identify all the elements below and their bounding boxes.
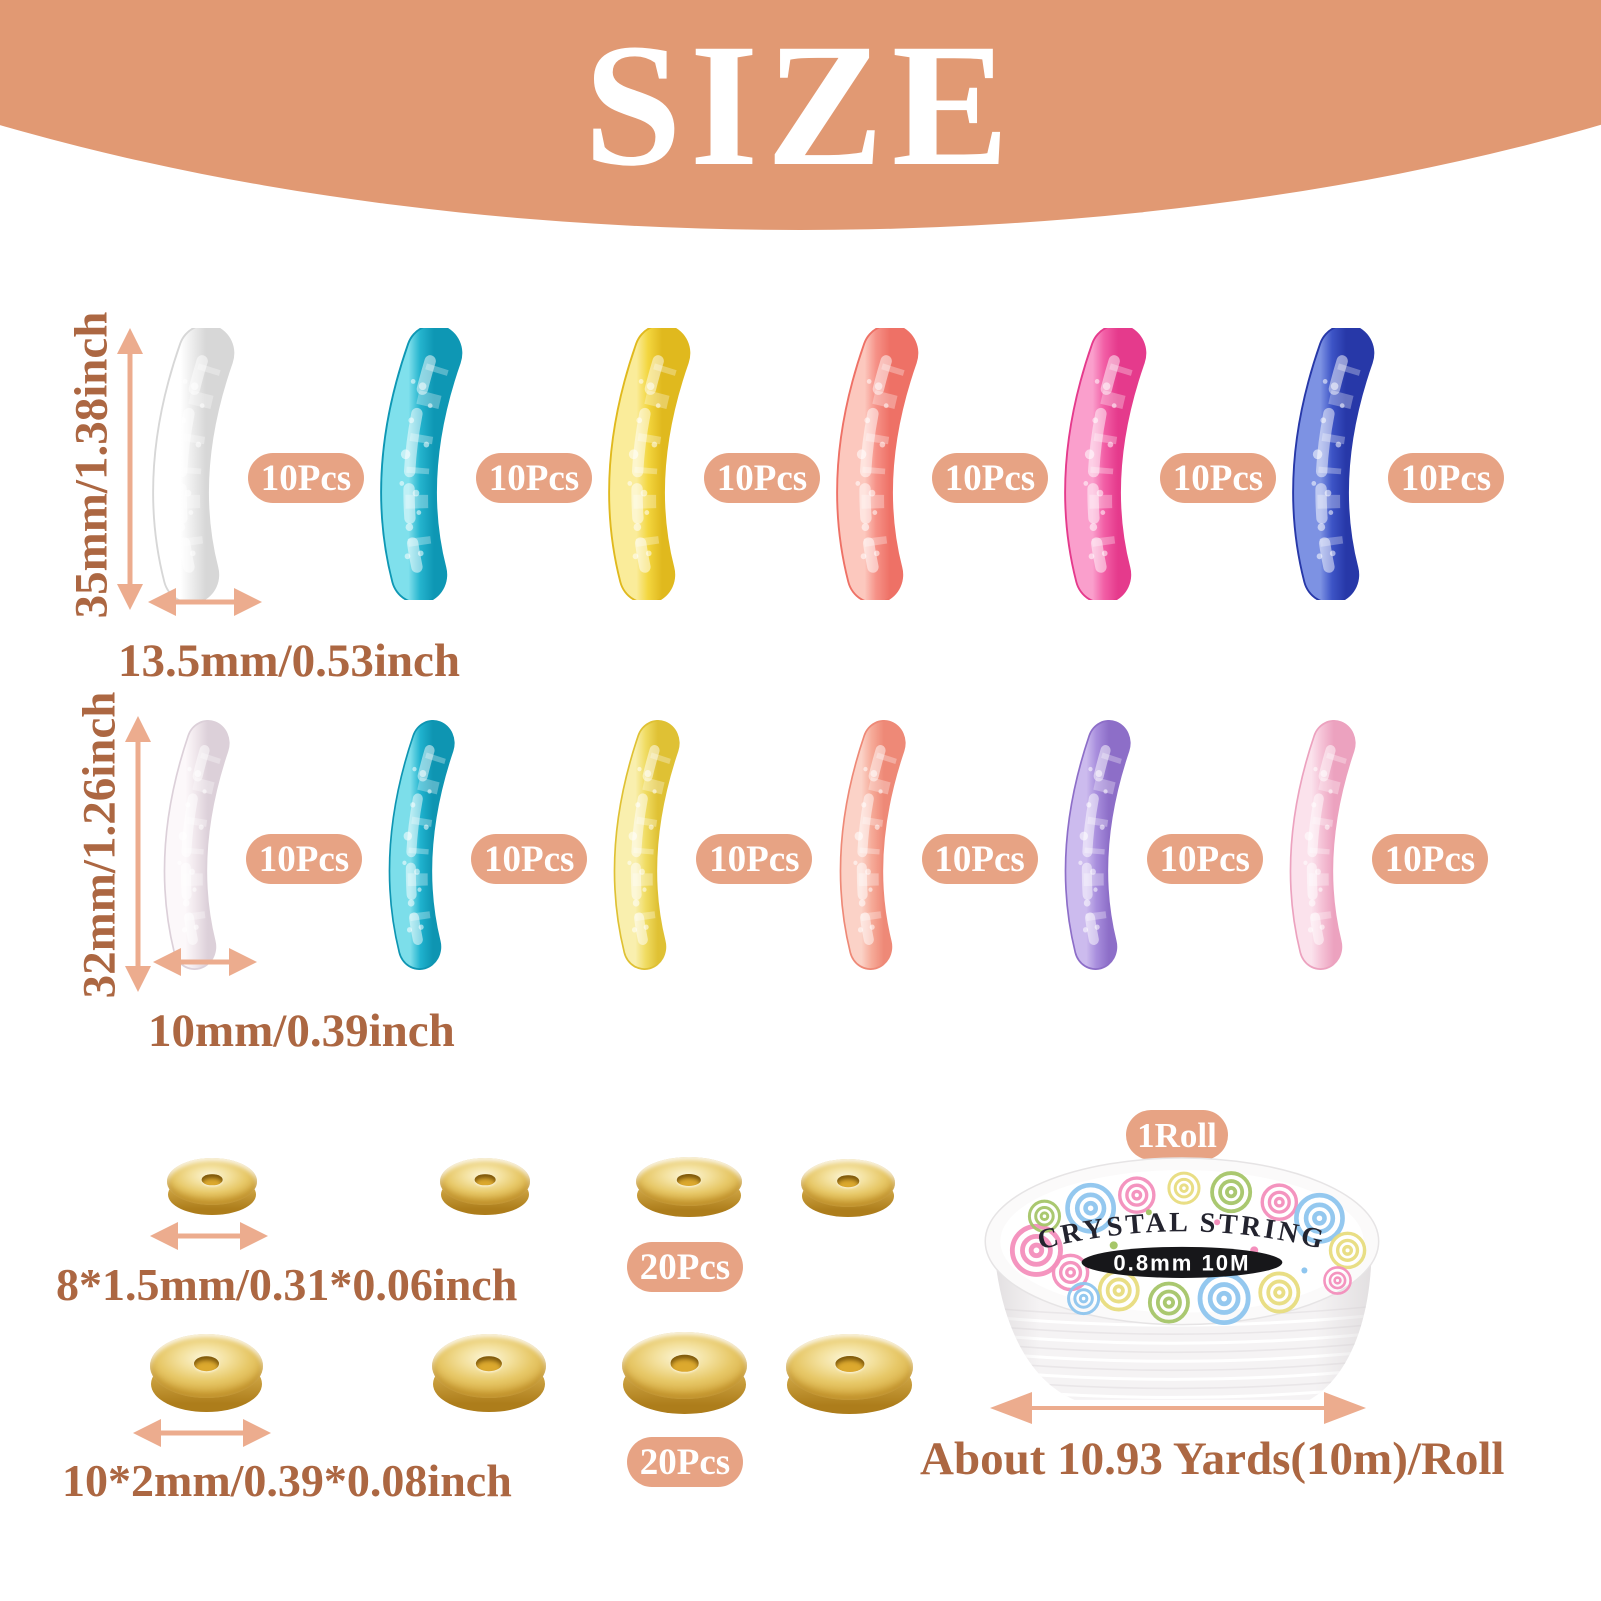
roll-length-arrow	[990, 1392, 1366, 1424]
large-spacer-size-label: 10*2mm/0.39*0.08inch	[62, 1455, 512, 1506]
spool-label	[1000, 1170, 1364, 1313]
bead-group: 10Pcs	[1048, 328, 1276, 600]
small-spacer-size-label: 8*1.5mm/0.31*0.06inch	[56, 1259, 518, 1310]
curved-tube-bead-lavender	[1064, 720, 1131, 970]
row1-length-label: 35mm/1.38inch	[65, 311, 118, 619]
spool-label-spec: 0.8mm 10M	[1113, 1250, 1250, 1275]
curved-tube-bead-light-yellow	[614, 720, 681, 970]
curved-tube-bead-coral	[836, 328, 919, 600]
bead-row-1: 10Pcs 10Pcs 10Pcs	[136, 324, 1504, 604]
bead-group: 10Pcs	[371, 720, 588, 970]
bead-group: 10Pcs	[820, 328, 1048, 600]
gold-spacer-bead-small	[440, 1158, 530, 1215]
bead-group: 10Pcs	[596, 720, 813, 970]
gold-spacer-bead-large	[622, 1332, 747, 1414]
curved-tube-bead-hot-pink	[1064, 328, 1147, 600]
bead-group: 10Pcs	[822, 720, 1038, 970]
gold-spacer-bead-large	[786, 1334, 913, 1414]
small-spacer-count-badge: 20Pcs	[627, 1242, 743, 1292]
roll-count-badge: 1Roll	[1126, 1110, 1228, 1160]
curved-tube-bead-clear-pink	[163, 720, 230, 970]
count-badge: 10Pcs	[248, 453, 364, 503]
gold-spacer-bead-small	[801, 1159, 895, 1217]
count-badge: 10Pcs	[921, 834, 1038, 884]
large-spacer-width-arrow	[133, 1418, 271, 1448]
count-badge: 10Pcs	[476, 453, 592, 503]
curved-tube-bead-teal	[388, 720, 455, 970]
bead-group: 10Pcs	[592, 328, 820, 600]
lollipop-swirl-art	[1009, 1171, 1367, 1326]
row2-length-arrow	[125, 716, 151, 992]
row2-width-label: 10mm/0.39inch	[148, 1005, 455, 1057]
curved-tube-bead-royal-blue	[1292, 328, 1375, 600]
gold-spacer-bead-large	[432, 1334, 546, 1412]
curved-tube-bead-peach	[839, 720, 906, 970]
count-badge: 10Pcs	[932, 453, 1048, 503]
curved-tube-bead-clear	[152, 328, 235, 600]
bead-group: 10Pcs	[1272, 720, 1488, 970]
row1-length-arrow	[117, 328, 143, 610]
count-badge: 10Pcs	[1371, 834, 1488, 884]
count-badge: 10Pcs	[704, 453, 820, 503]
row2-width-arrow	[153, 948, 257, 976]
large-spacer-count-badge: 20Pcs	[627, 1437, 743, 1487]
page-title: SIZE	[583, 8, 1018, 203]
count-badge: 10Pcs	[1146, 834, 1263, 884]
small-spacer-width-arrow	[150, 1222, 268, 1250]
gold-spacer-bead-large	[150, 1334, 263, 1412]
count-badge: 10Pcs	[1388, 453, 1504, 503]
curved-tube-bead-teal	[380, 328, 463, 600]
bead-row-2: 10Pcs 10Pcs 10Pcs	[146, 716, 1488, 974]
bead-group: 10Pcs	[364, 328, 592, 600]
count-badge: 10Pcs	[696, 834, 813, 884]
bead-group: 10Pcs	[146, 720, 362, 970]
row1-width-label: 13.5mm/0.53inch	[118, 635, 461, 687]
row2-length-label: 32mm/1.26inch	[73, 691, 126, 999]
bead-group: 10Pcs	[136, 328, 364, 600]
roll-length-label: About 10.93 Yards(10m)/Roll	[920, 1433, 1505, 1485]
row1-width-arrow	[148, 588, 262, 616]
count-badge: 10Pcs	[246, 834, 362, 884]
curved-tube-bead-yellow	[608, 328, 691, 600]
crystal-string-spool: CRYSTAL STRING 0.8mm 10M	[984, 1157, 1380, 1400]
gold-spacer-bead-small	[167, 1158, 257, 1215]
curved-tube-bead-light-pink	[1289, 720, 1356, 970]
count-badge: 10Pcs	[471, 834, 588, 884]
bead-group: 10Pcs	[1276, 328, 1504, 600]
count-badge: 10Pcs	[1160, 453, 1276, 503]
gold-spacer-bead-small	[636, 1157, 742, 1217]
bead-group: 10Pcs	[1047, 720, 1263, 970]
spool-spec-pill	[1081, 1246, 1283, 1278]
